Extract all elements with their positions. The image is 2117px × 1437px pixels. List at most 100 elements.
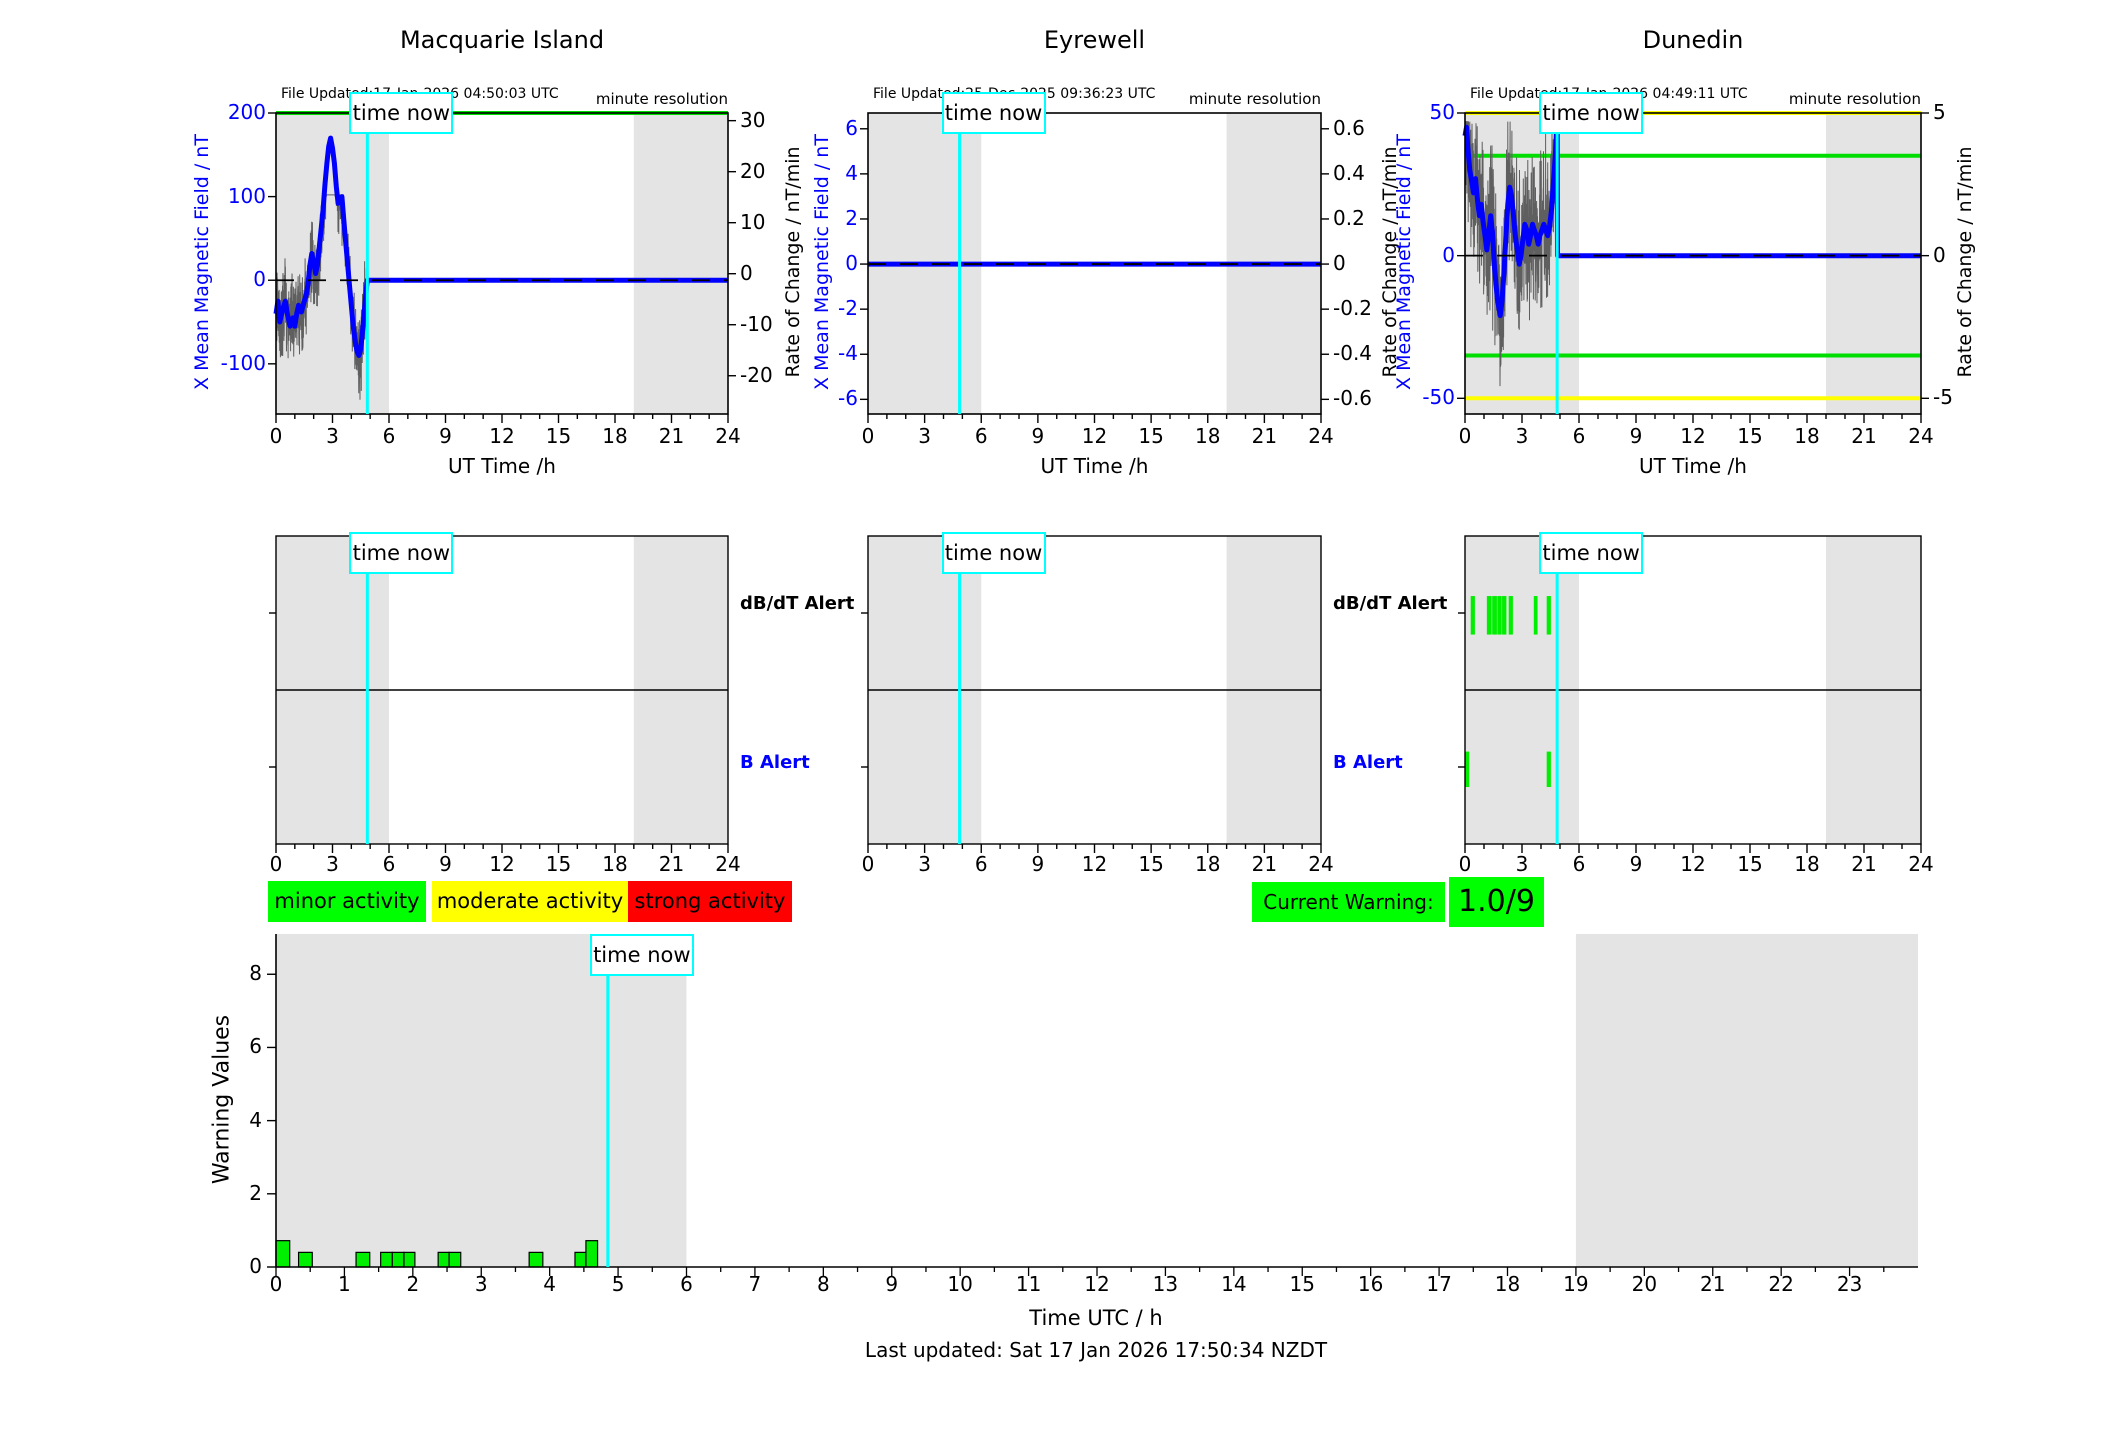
x-tick-label: 0 <box>269 1272 283 1296</box>
bottom-x-axis-label: Time UTC / h <box>1029 1306 1163 1330</box>
x-tick-label: 3 <box>918 852 931 876</box>
time-now-flag: time now <box>941 532 1046 574</box>
x-tick-label: 6 <box>1572 424 1586 448</box>
x-tick-label: 9 <box>1031 424 1045 448</box>
y-right-tick-label: -0.4 <box>1333 341 1373 366</box>
y-right-tick-label: 0.4 <box>1333 160 1365 185</box>
x-tick-label: 19 <box>1563 1272 1589 1296</box>
y-left-tick-label: 200 <box>227 100 266 124</box>
y-right-tick-label: -0.2 <box>1333 296 1373 321</box>
x-tick-label: 6 <box>974 852 988 876</box>
x-tick-label: 22 <box>1768 1272 1794 1296</box>
x-tick-label: 21 <box>658 424 685 448</box>
y-left-tick-label: 50 <box>1429 100 1455 124</box>
x-tick-label: 15 <box>1737 424 1763 448</box>
x-tick-label: 3 <box>474 1272 488 1296</box>
y-left-tick-label: 6 <box>845 115 858 140</box>
y-left-tick-label: -4 <box>838 341 858 366</box>
x-tick-label: 21 <box>1251 424 1278 448</box>
x-tick-label: 24 <box>1908 424 1934 448</box>
y-right-tick-label: 0 <box>740 260 753 285</box>
y-right-axis-label: Rate of Change / nT/min <box>1954 145 1976 378</box>
y-left-axis-label: X Mean Magnetic Field / nT <box>1393 133 1415 390</box>
x-tick-label: 24 <box>715 424 741 448</box>
x-tick-label: 12 <box>1680 424 1706 448</box>
resolution-note: minute resolution <box>1788 90 1921 108</box>
x-tick-label: 7 <box>748 1272 762 1296</box>
x-tick-label: 9 <box>439 852 452 876</box>
resolution-note: minute resolution <box>1188 90 1321 108</box>
x-tick-label: 9 <box>1031 852 1045 876</box>
x-tick-label: 21 <box>658 852 685 876</box>
y-left-tick-label: -2 <box>838 296 858 321</box>
x-tick-label: 21 <box>1700 1272 1726 1296</box>
x-tick-label: 14 <box>1221 1272 1247 1296</box>
y-right-tick-label: -5 <box>1933 385 1953 410</box>
x-tick-label: 3 <box>1515 424 1529 448</box>
x-tick-label: 6 <box>1572 852 1586 876</box>
x-tick-label: 13 <box>1152 1272 1179 1296</box>
y-right-tick-label: 30 <box>740 107 766 132</box>
last-updated-text: Last updated: Sat 17 Jan 2026 17:50:34 N… <box>864 1338 1328 1362</box>
x-tick-label: 18 <box>602 424 628 448</box>
time-now-flag: time now <box>349 92 454 134</box>
y-right-tick-label: 0.2 <box>1333 205 1365 230</box>
x-tick-label: 0 <box>1458 852 1472 876</box>
x-axis-label: UT Time /h <box>448 454 556 478</box>
y-tick-label: 2 <box>249 1180 262 1205</box>
x-axis-label: UT Time /h <box>1639 454 1747 478</box>
x-tick-label: 16 <box>1357 1272 1384 1296</box>
x-tick-label: 15 <box>1737 852 1763 876</box>
x-tick-label: 0 <box>861 424 875 448</box>
x-tick-label: 1 <box>338 1272 351 1296</box>
dbdt-alert-row-label: dB/dT Alert <box>740 593 855 615</box>
y-tick-label: 6 <box>249 1034 262 1059</box>
y-left-axis-label: X Mean Magnetic Field / nT <box>191 133 213 390</box>
x-tick-label: 18 <box>1195 424 1221 448</box>
x-tick-label: 4 <box>543 1272 557 1296</box>
y-tick-label: 8 <box>249 961 262 986</box>
x-tick-label: 6 <box>680 1272 693 1296</box>
time-now-flag: time now <box>1539 532 1644 574</box>
x-tick-label: 15 <box>1138 852 1164 876</box>
x-axis-label: UT Time /h <box>1040 454 1149 478</box>
x-tick-label: 24 <box>1908 852 1934 876</box>
current-warning-label: Current Warning: <box>1252 882 1445 922</box>
x-tick-label: 15 <box>545 424 572 448</box>
x-tick-label: 6 <box>382 852 396 876</box>
y-right-tick-label: -10 <box>740 311 773 336</box>
time-now-flag: time now <box>589 934 694 976</box>
y-right-tick-label: 10 <box>740 209 766 234</box>
x-tick-label: 5 <box>611 1272 625 1296</box>
x-tick-label: 24 <box>1308 424 1334 448</box>
legend-strong-activity: strong activity <box>628 881 792 922</box>
x-tick-label: 12 <box>1680 852 1706 876</box>
y-left-tick-label: -100 <box>220 350 266 375</box>
x-tick-label: 3 <box>918 424 931 448</box>
x-tick-label: 0 <box>269 852 283 876</box>
x-tick-label: 15 <box>545 852 572 876</box>
x-tick-label: 8 <box>816 1272 830 1296</box>
y-left-tick-label: -6 <box>838 386 858 411</box>
x-tick-label: 9 <box>1629 852 1643 876</box>
x-tick-label: 12 <box>1081 852 1108 876</box>
y-right-tick-label: -0.6 <box>1333 386 1373 411</box>
x-tick-label: 18 <box>1494 1272 1521 1296</box>
y-right-tick-label: 20 <box>740 158 766 183</box>
warning-values-axis-label: Warning Values <box>209 1014 235 1185</box>
y-tick-label: 0 <box>249 1254 262 1278</box>
dbdt-alert-row-label: dB/dT Alert <box>1333 593 1448 615</box>
x-tick-label: 9 <box>885 1272 899 1296</box>
x-tick-label: 21 <box>1851 424 1877 448</box>
x-tick-label: 15 <box>1138 424 1164 448</box>
y-right-tick-label: -20 <box>740 362 773 387</box>
x-tick-label: 12 <box>489 424 515 448</box>
y-right-tick-label: 5 <box>1933 100 1946 124</box>
time-now-flag: time now <box>941 92 1046 134</box>
y-left-tick-label: 100 <box>227 183 266 208</box>
current-warning-value: 1.0/9 <box>1449 877 1544 927</box>
time-now-flag: time now <box>349 532 454 574</box>
x-tick-label: 12 <box>1081 424 1108 448</box>
x-tick-label: 17 <box>1426 1272 1452 1296</box>
x-tick-label: 3 <box>326 852 339 876</box>
